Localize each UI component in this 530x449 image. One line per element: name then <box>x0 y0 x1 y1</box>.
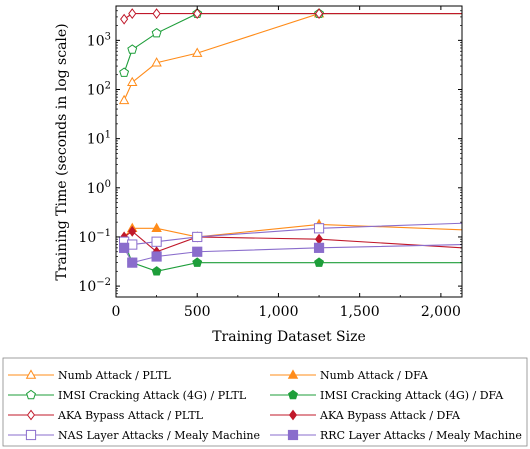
series-line <box>123 13 462 101</box>
legend-marker <box>26 409 36 421</box>
data-point <box>151 251 162 262</box>
data-point <box>119 67 130 77</box>
y-tick-label: 10−1 <box>78 228 111 246</box>
legend-label: IMSI Cracking Attack (4G) / PLTL <box>58 389 247 402</box>
legend-label: Numb Attack / PLTL <box>58 369 171 382</box>
legend-marker <box>25 429 37 441</box>
legend-marker <box>288 409 298 421</box>
legend-item: IMSI Cracking Attack (4G) / DFA <box>270 389 504 402</box>
legend-marker <box>25 369 37 379</box>
data-point <box>313 223 325 234</box>
series-4 <box>119 236 462 276</box>
data-point <box>151 57 162 67</box>
series-line <box>123 244 462 264</box>
legend-marker <box>26 389 36 400</box>
plot-frame <box>115 5 463 298</box>
data-point <box>192 246 203 257</box>
y-tick-label: 101 <box>87 130 111 148</box>
data-point <box>151 236 162 247</box>
x-axis-label: Training Dataset Size <box>212 329 366 345</box>
series-7 <box>119 222 462 250</box>
series-1 <box>118 7 462 105</box>
data-point <box>191 47 203 57</box>
data-point <box>118 94 130 105</box>
axes-layer: 0 500 1,000 1,500 2,000 10−2 10−1 100 101 102 103 <box>78 5 463 320</box>
data-point <box>152 8 161 20</box>
data-point <box>193 8 202 20</box>
x-tick-label: 1,500 <box>340 304 380 320</box>
data-point <box>192 231 203 243</box>
data-point <box>127 76 138 87</box>
data-point <box>192 257 203 267</box>
legend-item: Numb Attack / DFA <box>270 369 429 382</box>
data-point <box>151 222 162 233</box>
data-point <box>128 225 137 237</box>
legend-label: RRC Layer Attacks / Mealy Machine <box>320 429 522 442</box>
series-5 <box>120 8 462 25</box>
x-tick-label: 0 <box>112 304 121 320</box>
plot-layer <box>118 7 462 276</box>
data-point <box>313 242 325 253</box>
legend-item: IMSI Cracking Attack (4G) / PLTL <box>8 389 247 402</box>
legend-marker <box>287 369 299 379</box>
y-tick-label: 10−2 <box>78 277 111 295</box>
y-tick-label: 102 <box>87 81 111 99</box>
data-point <box>314 233 324 245</box>
data-point <box>151 27 162 38</box>
series-line <box>123 13 462 20</box>
data-point <box>119 242 130 253</box>
legend-item: RRC Layer Attacks / Mealy Machine <box>270 429 522 442</box>
series-line <box>123 222 462 246</box>
x-tick-label: 2,000 <box>421 304 461 320</box>
data-point <box>127 257 138 268</box>
legend-item: Numb Attack / PLTL <box>8 369 171 382</box>
x-tick-label: 1,000 <box>258 304 298 320</box>
legend-marker <box>288 389 298 400</box>
data-point <box>120 13 129 25</box>
legend-label: IMSI Cracking Attack (4G) / DFA <box>320 389 504 402</box>
series-3 <box>119 8 462 77</box>
data-point <box>128 8 137 20</box>
legend-label: AKA Bypass Attack / PLTL <box>57 409 204 422</box>
data-point <box>151 266 162 276</box>
legend-item: NAS Layer Attacks / Mealy Machine <box>8 429 260 442</box>
legend-box <box>2 357 528 447</box>
legend-label: NAS Layer Attacks / Mealy Machine <box>58 429 260 442</box>
legend-marker <box>287 429 299 441</box>
x-tick-label: 500 <box>184 304 211 320</box>
series-8 <box>119 242 462 268</box>
legend-item: AKA Bypass Attack / DFA <box>270 409 461 422</box>
data-point <box>314 8 324 20</box>
y-axis-label: Training Time (seconds in log scale) <box>54 23 70 280</box>
legend-label: AKA Bypass Attack / DFA <box>319 409 461 422</box>
legend-item: AKA Bypass Attack / PLTL <box>8 409 204 422</box>
data-point <box>314 257 325 267</box>
data-point <box>127 44 138 54</box>
legend-label: Numb Attack / DFA <box>320 369 429 382</box>
legend: Numb Attack / PLTL Numb Attack / DFA IMSI … <box>2 357 528 447</box>
y-tick-label: 100 <box>87 179 111 197</box>
y-tick-label: 103 <box>87 31 111 49</box>
